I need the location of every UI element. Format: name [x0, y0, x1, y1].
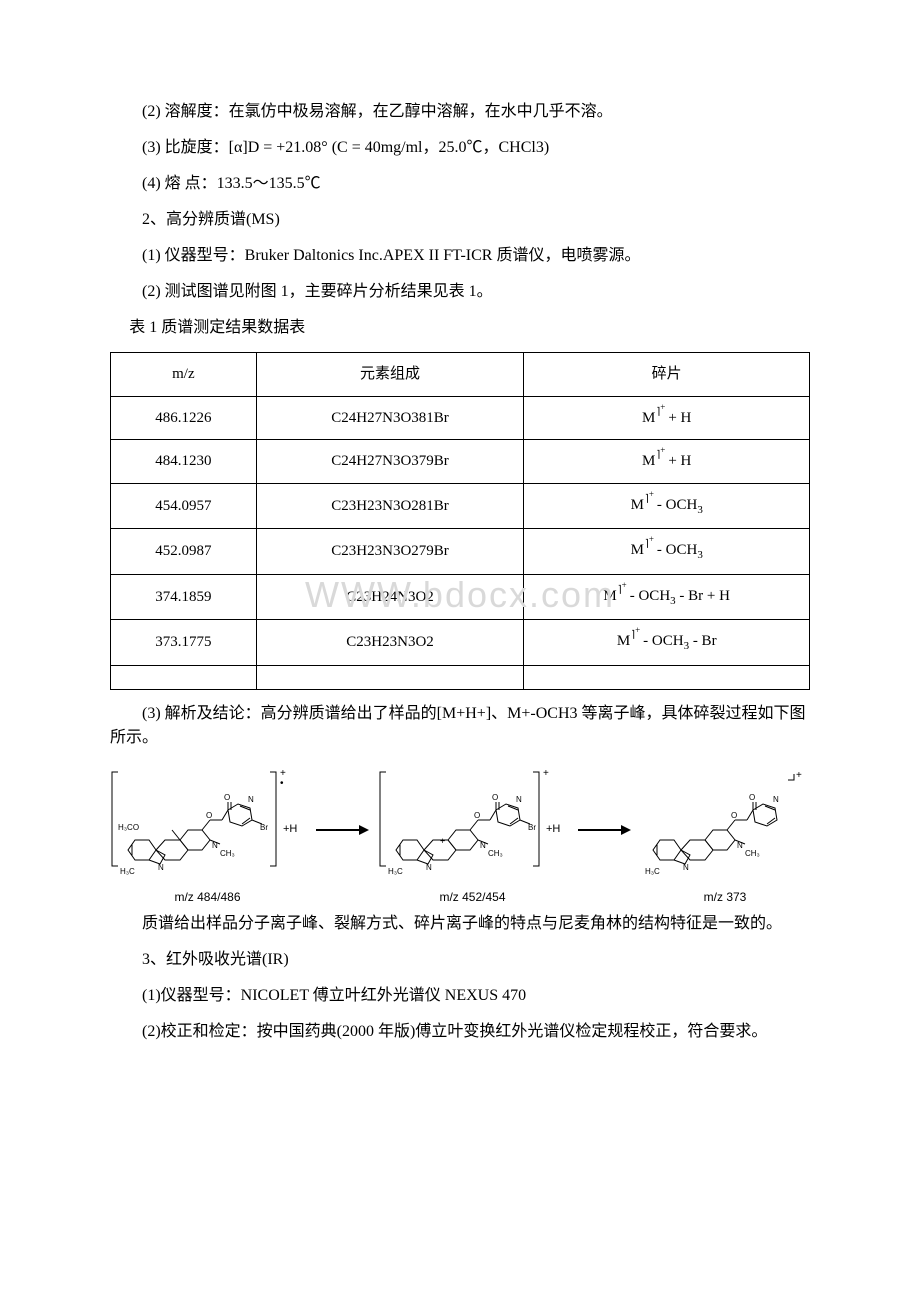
paragraph-ir-instrument: (1)仪器型号：NICOLET 傅立叶红外光谱仪 NEXUS 470 [110, 984, 810, 1008]
cell-composition: C23H23N3O2 [256, 620, 524, 666]
cell-mz: 373.1775 [111, 620, 257, 666]
svg-text:CH₃: CH₃ [220, 849, 235, 858]
table-row: 486.1226C24H27N3O381BrM⌉++ H [111, 396, 810, 440]
svg-text:+: + [543, 768, 549, 779]
svg-text:H₃CO: H₃CO [118, 823, 139, 832]
cell-mz: 486.1226 [111, 396, 257, 440]
molecule-2: + +H [378, 762, 568, 906]
cell-composition: C23H23N3O281Br [256, 483, 524, 529]
svg-text:+: + [796, 770, 802, 781]
svg-text:N: N [516, 795, 522, 804]
col-header-mz: m/z [111, 353, 257, 397]
col-header-composition: 元素组成 [256, 353, 524, 397]
paragraph-ms-consistency: 质谱给出样品分子离子峰、裂解方式、碎片离子峰的特点与尼麦角林的结构特征是一致的。 [110, 912, 810, 936]
table-row: 373.1775C23H23N3O2M⌉+- OCH3 - Br [111, 620, 810, 666]
svg-text:O: O [492, 793, 498, 802]
table-row-empty [111, 665, 810, 689]
svg-text:N: N [737, 841, 743, 850]
arrow-2 [574, 820, 633, 848]
ms-table-wrap: m/z 元素组成 碎片 486.1226C24H27N3O381BrM⌉++ H… [110, 352, 810, 690]
ms-data-table: m/z 元素组成 碎片 486.1226C24H27N3O381BrM⌉++ H… [110, 352, 810, 690]
svg-text:CH₃: CH₃ [745, 849, 760, 858]
molecule-3: + N H₃C N CH₃ O O N m/z 373 [640, 762, 810, 906]
svg-text:O: O [224, 793, 230, 802]
plus-h-label: +H [283, 823, 297, 835]
svg-text:N: N [212, 841, 218, 850]
paragraph-ir-calibration: (2)校正和检定：按中国药典(2000 年版)傅立叶变换红外光谱仪检定规程校正，… [110, 1020, 810, 1044]
svg-text:Br: Br [528, 823, 536, 832]
table-caption: 表 1 质谱测定结果数据表 [110, 316, 810, 340]
cell-composition: C23H24N3O2 [256, 574, 524, 620]
molecule-1: + • +H [110, 762, 305, 906]
arrow-1 [312, 820, 371, 848]
paragraph-instrument-ms: (1) 仪器型号：Bruker Daltonics Inc.APEX II FT… [110, 244, 810, 268]
svg-text:N: N [248, 795, 254, 804]
table-row: 452.0987C23H23N3O279BrM⌉+- OCH3 [111, 529, 810, 575]
fragmentation-diagram: + • +H [110, 762, 810, 906]
paragraph-ir-heading: 3、红外吸收光谱(IR) [110, 948, 810, 972]
arrow-1-svg [314, 820, 369, 840]
svg-text:+H: +H [546, 823, 560, 835]
table-row: 484.1230C24H27N3O379BrM⌉++ H [111, 440, 810, 484]
paragraph-ms-heading: 2、高分辨质谱(MS) [110, 208, 810, 232]
molecule-1-svg: + • +H [110, 762, 305, 882]
svg-text:O: O [731, 811, 737, 820]
molecule-3-svg: + N H₃C N CH₃ O O N [640, 762, 810, 882]
cell-mz: 454.0957 [111, 483, 257, 529]
cell-composition: C24H27N3O379Br [256, 440, 524, 484]
mz-label-1: m/z 484/486 [110, 888, 305, 906]
arrow-2-svg [576, 820, 631, 840]
svg-text:N: N [683, 863, 689, 872]
cell-mz: 452.0987 [111, 529, 257, 575]
paragraph-melting-point: (4) 熔 点：133.5～135.5℃ [110, 172, 810, 196]
svg-text:Br: Br [260, 823, 268, 832]
paragraph-specific-rotation: (3) 比旋度：[α]D = +21.08° (C = 40mg/ml，25.0… [110, 136, 810, 160]
table-row: 454.0957C23H23N3O281BrM⌉+- OCH3 [111, 483, 810, 529]
cell-fragment: M⌉++ H [524, 396, 810, 440]
svg-text:•: • [280, 778, 284, 789]
table-row: 374.1859C23H24N3O2M⌉+- OCH3 - Br + H [111, 574, 810, 620]
cell-fragment: M⌉+- OCH3 - Br + H [524, 574, 810, 620]
cell-composition: C24H27N3O381Br [256, 396, 524, 440]
cell-fragment: M⌉+- OCH3 [524, 529, 810, 575]
mz-label-2: m/z 452/454 [378, 888, 568, 906]
cell-fragment: M⌉++ H [524, 440, 810, 484]
svg-text:CH₃: CH₃ [488, 849, 503, 858]
cell-fragment: M⌉+- OCH3 [524, 483, 810, 529]
svg-text:O: O [206, 811, 212, 820]
cell-mz: 484.1230 [111, 440, 257, 484]
svg-text:N: N [426, 863, 432, 872]
svg-text:H₃C: H₃C [388, 867, 403, 876]
svg-text:N: N [773, 795, 779, 804]
mz-label-3: m/z 373 [640, 888, 810, 906]
col-header-fragment: 碎片 [524, 353, 810, 397]
svg-text:+: + [440, 836, 445, 846]
svg-text:H₃C: H₃C [120, 867, 135, 876]
molecule-2-svg: + +H [378, 762, 568, 882]
paragraph-see-figure: (2) 测试图谱见附图 1，主要碎片分析结果见表 1。 [110, 280, 810, 304]
cell-mz: 374.1859 [111, 574, 257, 620]
cell-fragment: M⌉+- OCH3 - Br [524, 620, 810, 666]
svg-text:O: O [749, 793, 755, 802]
svg-text:O: O [474, 811, 480, 820]
svg-text:H₃C: H₃C [645, 867, 660, 876]
svg-text:N: N [480, 841, 486, 850]
svg-text:N: N [158, 863, 164, 872]
paragraph-solubility: (2) 溶解度：在氯仿中极易溶解，在乙醇中溶解，在水中几乎不溶。 [110, 100, 810, 124]
cell-composition: C23H23N3O279Br [256, 529, 524, 575]
paragraph-analysis-conclusion: (3) 解析及结论：高分辨质谱给出了样品的[M+H+]、M+-OCH3 等离子峰… [110, 702, 810, 750]
